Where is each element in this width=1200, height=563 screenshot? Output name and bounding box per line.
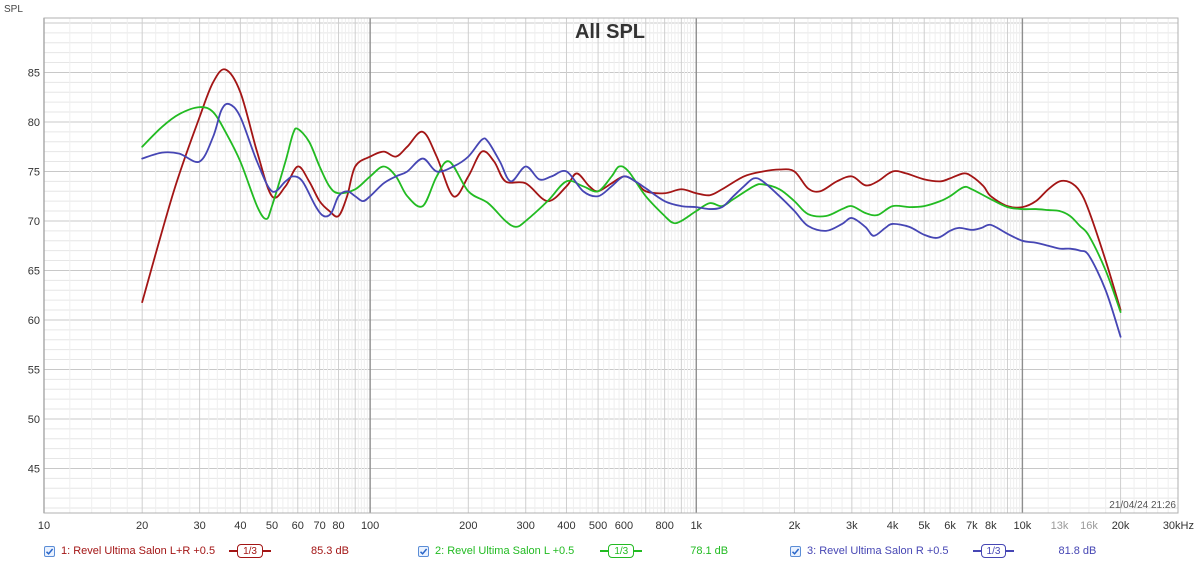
x-tick-label: 7k [966, 520, 978, 532]
series-layer [141, 68, 1122, 338]
x-tick-label: 300 [517, 520, 535, 532]
plot-frame [43, 17, 1179, 514]
x-tick-label: 2k [789, 520, 801, 532]
x-tick-label: 800 [655, 520, 673, 532]
series-2-line [141, 106, 1122, 313]
legend-entry-2[interactable]: 2: Revel Ultima Salon L +0.5 1/3 78.1 dB [418, 542, 728, 560]
legend-entry-3[interactable]: 3: Revel Ultima Salon R +0.5 1/3 81.8 dB [790, 542, 1096, 560]
x-tick-label: 10k [1014, 520, 1032, 532]
x-tick-label: 20k [1112, 520, 1130, 532]
series-2-smoothing-button[interactable]: 1/3 [600, 544, 643, 558]
series-3-smoothing-label: 1/3 [980, 544, 1007, 558]
x-tick-label: 400 [557, 520, 575, 532]
y-tick-label: 80 [28, 117, 40, 129]
x-tick-label: 600 [615, 520, 633, 532]
x-tick-label: 5k [918, 520, 930, 532]
x-tick-label: 500 [589, 520, 607, 532]
chart-title: All SPL [575, 21, 645, 43]
x-tick-label: 16k [1080, 520, 1098, 532]
series-3-name: 3: Revel Ultima Salon R +0.5 [807, 545, 949, 557]
legend-entry-1[interactable]: 1: Revel Ultima Salon L+R +0.5 1/3 85.3 … [44, 542, 349, 560]
y-tick-label: 45 [28, 463, 40, 475]
y-tick-label: 75 [28, 166, 40, 178]
x-tick-label: 40 [234, 520, 246, 532]
x-tick-label: 70 [313, 520, 325, 532]
series-1-smoothing-button[interactable]: 1/3 [229, 544, 271, 558]
x-tick-label: 30kHz [1163, 520, 1194, 532]
series-2-checkbox[interactable] [418, 545, 429, 557]
x-tick-label: 20 [136, 520, 148, 532]
x-tick-label: 1k [690, 520, 702, 532]
y-tick-label: 65 [28, 265, 40, 277]
y-tick-label: 60 [28, 315, 40, 327]
series-1-checkbox[interactable] [44, 545, 55, 557]
y-tick-label: 55 [28, 364, 40, 376]
y-tick-label: 70 [28, 216, 40, 228]
series-2-value: 78.1 dB [690, 545, 729, 557]
x-tick-label: 200 [459, 520, 477, 532]
y-tick-label: 50 [28, 414, 40, 426]
y-tick-label: 85 [28, 67, 40, 79]
series-2-name: 2: Revel Ultima Salon L +0.5 [435, 545, 575, 557]
x-tick-label: 50 [266, 520, 278, 532]
series-3-checkbox[interactable] [790, 545, 801, 557]
x-tick-label: 80 [332, 520, 344, 532]
series-3-value: 81.8 dB [1058, 545, 1097, 557]
grid [43, 18, 1179, 513]
checkmark-icon [419, 548, 428, 555]
series-3-smoothing-button[interactable]: 1/3 [972, 544, 1015, 558]
timestamp: 21/04/24 21:26 [1109, 500, 1176, 511]
x-tick-label: 10 [38, 520, 50, 532]
series-3-line [141, 102, 1122, 338]
series-1-name: 1: Revel Ultima Salon L+R +0.5 [61, 545, 216, 557]
spl-chart: 45 50 55 60 65 70 75 80 85 10 20 30 40 50 60 70 80 100 20… [4, 4, 1194, 532]
x-tick-label: 3k [846, 520, 858, 532]
x-tick-label: 4k [887, 520, 899, 532]
x-tick-label: 13k [1051, 520, 1069, 532]
series-1-smoothing-label: 1/3 [237, 544, 263, 558]
y-tick-labels: 45 50 55 60 65 70 75 80 85 [28, 67, 40, 475]
x-tick-label: 6k [944, 520, 956, 532]
x-tick-label: 60 [292, 520, 304, 532]
x-tick-label: 100 [361, 520, 379, 532]
x-tick-label: 8k [985, 520, 997, 532]
series-2-smoothing-label: 1/3 [608, 544, 635, 558]
series-1-value: 85.3 dB [311, 545, 349, 557]
checkmark-icon [45, 548, 54, 555]
x-tick-labels: 10 20 30 40 50 60 70 80 100 200 300 400 500 600 800 1k 2… [38, 520, 1194, 532]
x-tick-label: 30 [193, 520, 205, 532]
checkmark-icon [791, 548, 800, 555]
y-axis-label: SPL [4, 4, 23, 15]
